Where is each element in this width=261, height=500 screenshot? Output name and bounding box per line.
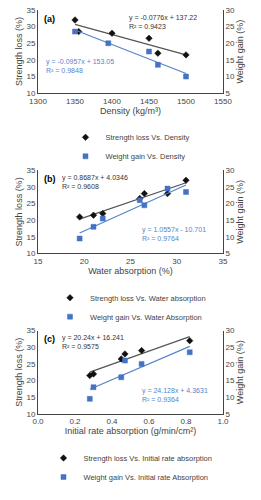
svg-text:Strength loss (%): Strength loss (%) (14, 17, 24, 86)
svg-text:Weight gain Vs. Initial rate A: Weight gain Vs. Initial rate Absorption (84, 473, 209, 482)
svg-text:15: 15 (226, 216, 235, 225)
svg-text:y = 24.128x + 4.3631R² = 0.936: y = 24.128x + 4.3631R² = 0.9364 (142, 387, 208, 403)
svg-text:y = 1.0557x - 10.701R² = 0.976: y = 1.0557x - 10.701R² = 0.9764 (142, 226, 206, 242)
svg-text:1550: 1550 (214, 97, 232, 106)
svg-text:y = -0.0776x + 137.22R² = 0.94: y = -0.0776x + 137.22R² = 0.9423 (129, 14, 197, 30)
svg-text:10: 10 (226, 72, 235, 81)
svg-text:1350: 1350 (66, 97, 84, 106)
svg-text:15: 15 (26, 72, 35, 81)
svg-text:15: 15 (226, 376, 235, 385)
svg-text:15: 15 (226, 56, 235, 65)
svg-text:30: 30 (26, 22, 35, 31)
svg-text:1400: 1400 (103, 97, 121, 106)
svg-text:Strength loss (%): Strength loss (%) (14, 177, 24, 246)
svg-text:15: 15 (26, 393, 35, 402)
svg-text:25: 25 (26, 199, 35, 208)
svg-text:0.6: 0.6 (143, 417, 155, 426)
svg-text:1300: 1300 (29, 97, 47, 106)
svg-text:10: 10 (26, 249, 35, 258)
svg-text:0.0: 0.0 (32, 417, 44, 426)
svg-text:10: 10 (26, 89, 35, 98)
svg-text:Weight gain (%): Weight gain (%) (235, 20, 245, 84)
svg-text:(c): (c) (44, 334, 55, 344)
svg-text:y = 20.24x + 16.241R² = 0.9575: y = 20.24x + 16.241R² = 0.9575 (62, 334, 124, 350)
svg-text:Weight gain (%): Weight gain (%) (235, 340, 245, 404)
svg-text:15: 15 (34, 257, 43, 266)
svg-text:35: 35 (26, 326, 35, 335)
svg-text:20: 20 (226, 39, 235, 48)
svg-text:1500: 1500 (177, 97, 195, 106)
svg-text:25: 25 (226, 343, 235, 352)
svg-text:Strength loss Vs. Water absorp: Strength loss Vs. Water absorption (90, 294, 206, 303)
svg-text:Strength loss Vs. Density: Strength loss Vs. Density (106, 133, 190, 142)
svg-text:30: 30 (226, 326, 235, 335)
svg-text:0.8: 0.8 (180, 417, 192, 426)
svg-text:(a): (a) (44, 14, 55, 24)
svg-text:Strength loss Vs. Initial rate: Strength loss Vs. Initial rate absorptio… (84, 454, 212, 463)
svg-text:20: 20 (226, 199, 235, 208)
svg-text:10: 10 (26, 410, 35, 419)
svg-text:Strength loss (%): Strength loss (%) (14, 338, 24, 407)
svg-text:35: 35 (219, 257, 228, 266)
svg-text:y = 0.8687x + 4.0346R² = 0.960: y = 0.8687x + 4.0346R² = 0.9608 (62, 174, 128, 190)
svg-text:1.0: 1.0 (217, 417, 229, 426)
svg-text:Weight gain Vs. Density: Weight gain Vs. Density (106, 152, 186, 161)
svg-text:Weight gain Vs. Water Absorpti: Weight gain Vs. Water Absorption (90, 313, 202, 322)
svg-text:10: 10 (226, 393, 235, 402)
svg-text:30: 30 (26, 343, 35, 352)
svg-text:5: 5 (226, 410, 231, 419)
svg-text:20: 20 (80, 257, 89, 266)
svg-text:25: 25 (226, 22, 235, 31)
svg-text:Water absorption (%): Water absorption (%) (88, 266, 173, 276)
svg-text:30: 30 (172, 257, 181, 266)
svg-text:Density (kg/m³): Density (kg/m³) (100, 106, 161, 116)
svg-text:30: 30 (226, 166, 235, 175)
svg-text:25: 25 (26, 360, 35, 369)
svg-text:25: 25 (226, 183, 235, 192)
svg-text:25: 25 (126, 257, 135, 266)
svg-text:20: 20 (26, 56, 35, 65)
svg-text:(b): (b) (44, 174, 56, 184)
svg-text:35: 35 (26, 6, 35, 15)
svg-text:0.2: 0.2 (69, 417, 81, 426)
svg-text:30: 30 (226, 6, 235, 15)
svg-text:20: 20 (26, 376, 35, 385)
svg-text:10: 10 (226, 233, 235, 242)
svg-text:y = -0.0957x + 153.05R² = 0.98: y = -0.0957x + 153.05R² = 0.9848 (46, 58, 114, 74)
svg-text:15: 15 (26, 233, 35, 242)
svg-text:20: 20 (226, 360, 235, 369)
svg-text:25: 25 (26, 39, 35, 48)
svg-text:1450: 1450 (140, 97, 158, 106)
svg-text:20: 20 (26, 216, 35, 225)
svg-text:5: 5 (226, 249, 231, 258)
svg-text:30: 30 (26, 183, 35, 192)
svg-text:35: 35 (26, 166, 35, 175)
svg-text:Initial rate absorption (g/min: Initial rate absorption (g/min/cm²) (65, 426, 197, 436)
svg-text:0.4: 0.4 (106, 417, 118, 426)
svg-text:5: 5 (226, 89, 231, 98)
svg-text:Weight gain (%): Weight gain (%) (235, 180, 245, 244)
